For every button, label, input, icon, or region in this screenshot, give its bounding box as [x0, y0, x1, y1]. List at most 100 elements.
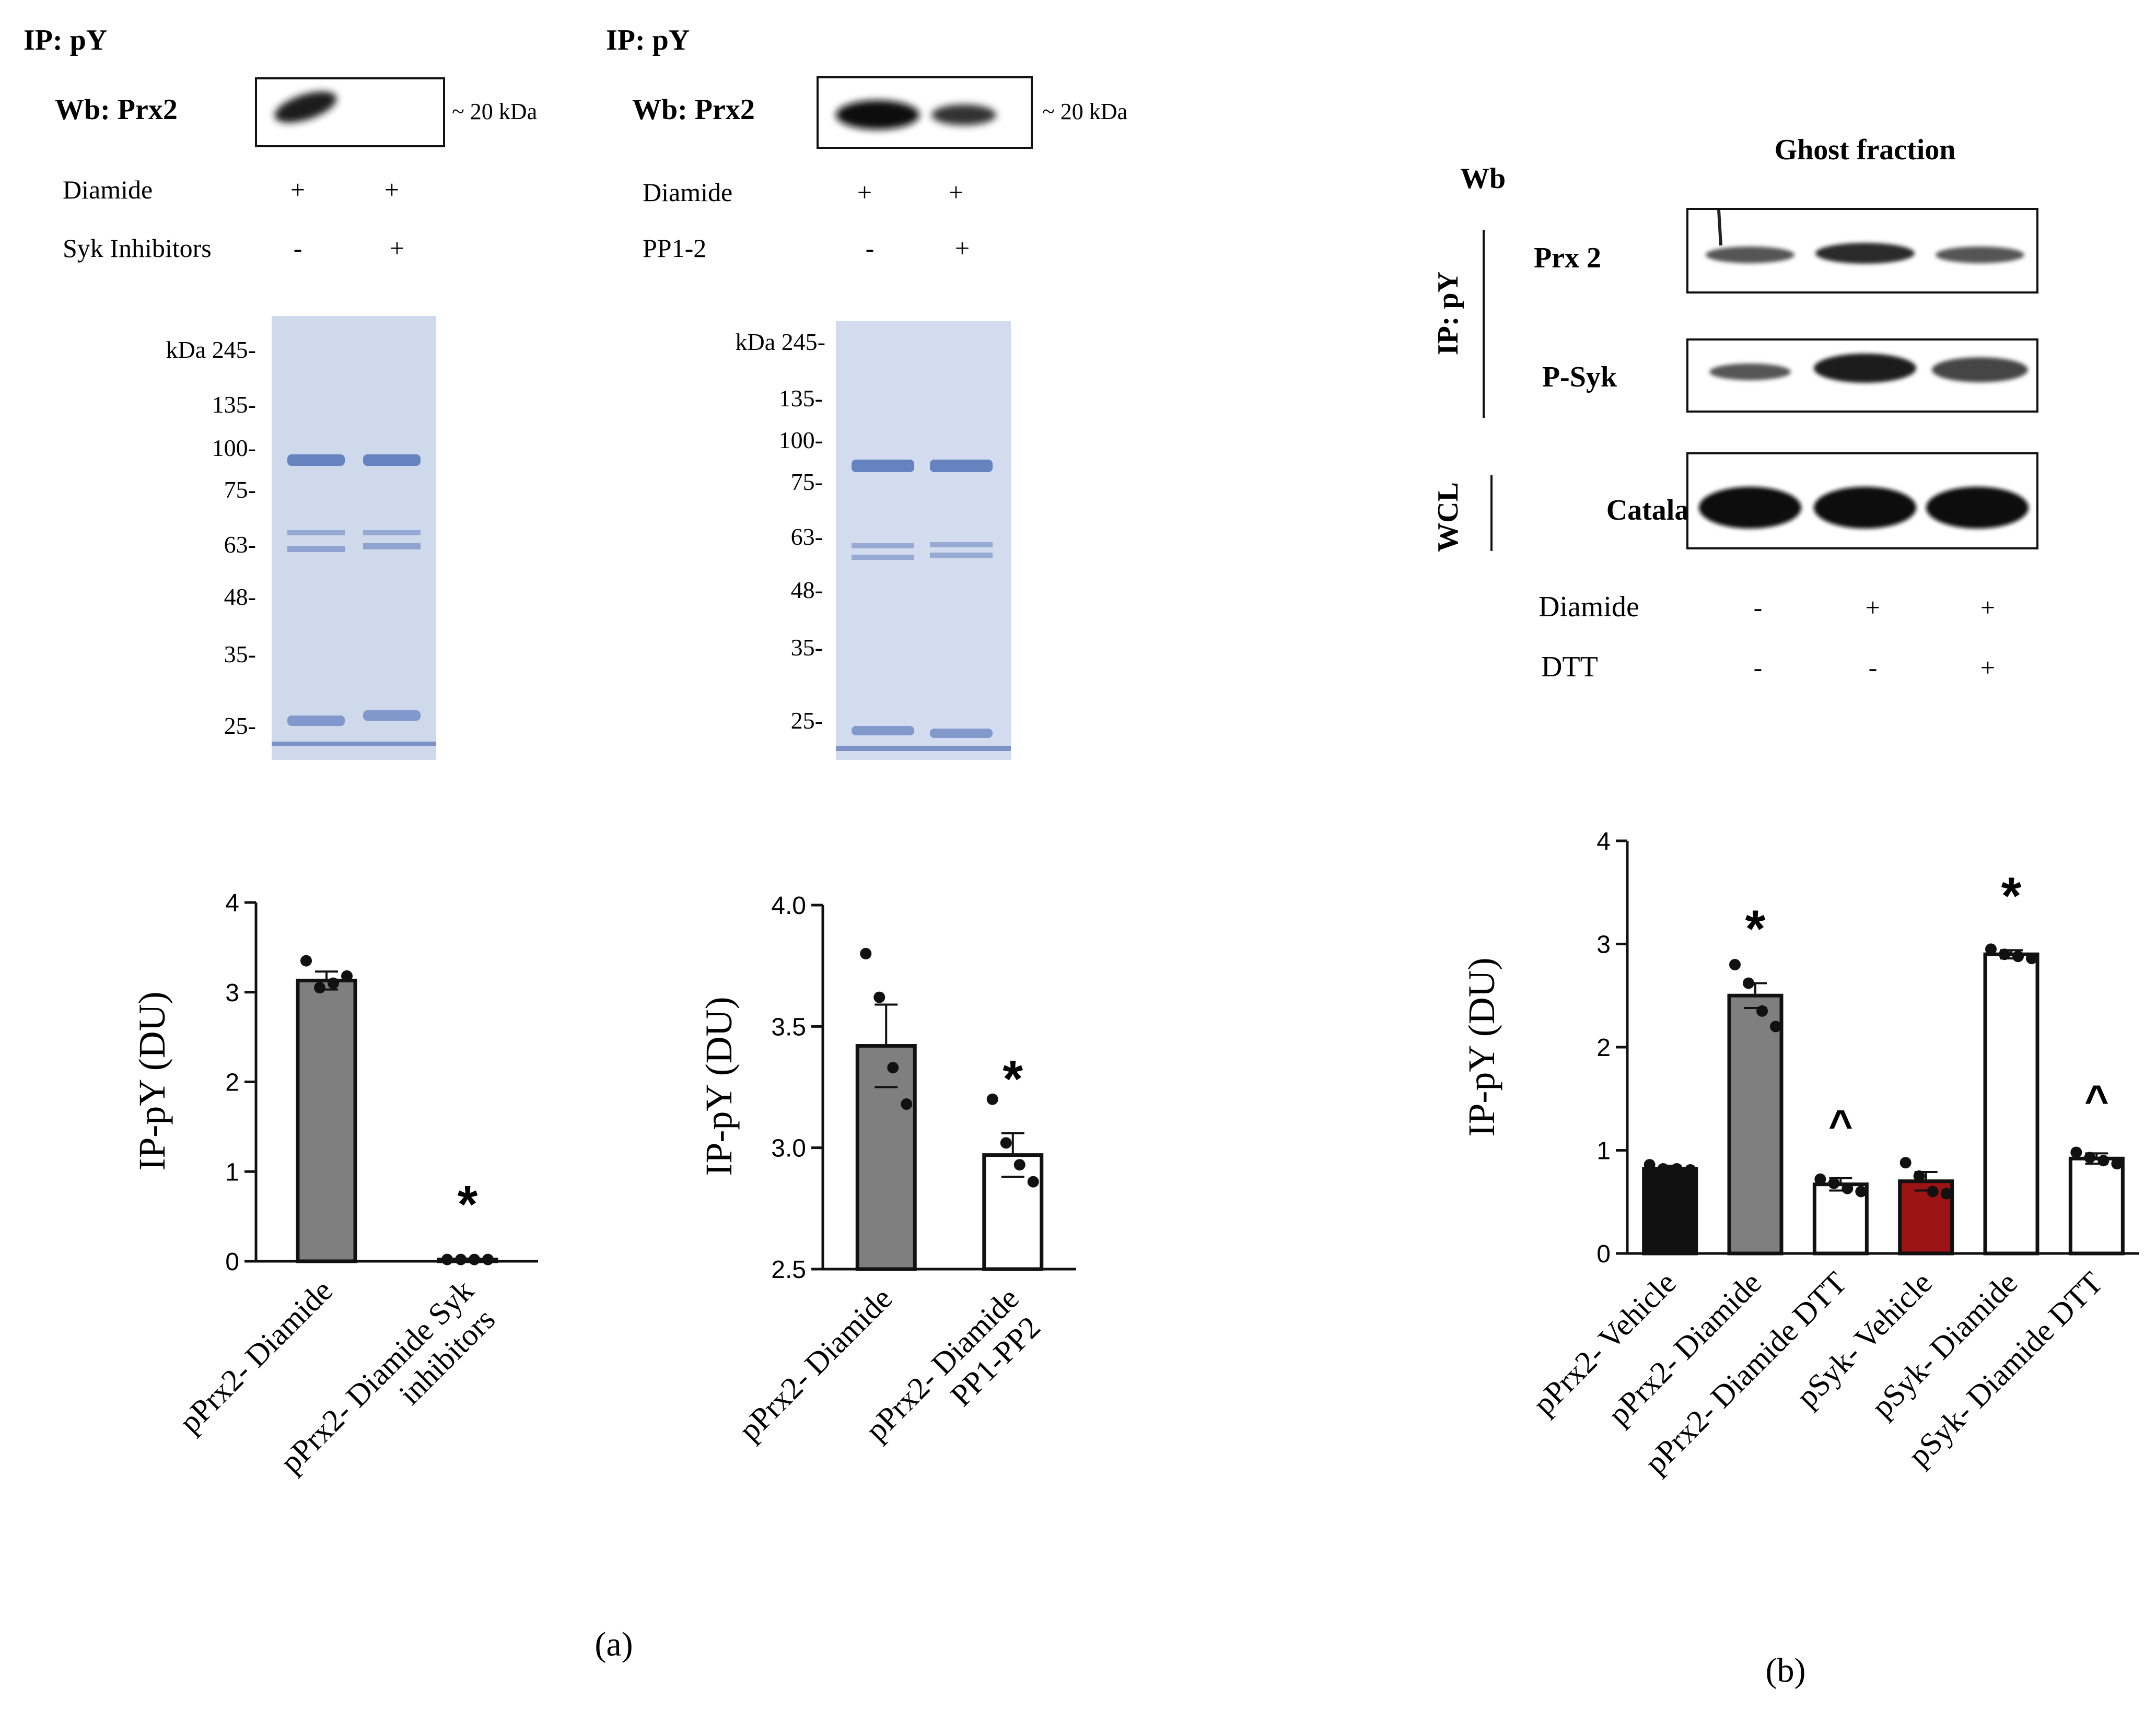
data-point	[1842, 1182, 1854, 1194]
gel2-band	[930, 553, 993, 558]
data-point	[2026, 953, 2037, 965]
data-point	[1671, 1163, 1683, 1175]
blot2-treat1-sign-2: +	[949, 178, 963, 207]
significance-marker: ^	[2084, 1076, 2109, 1123]
gel1-ladder-label: 48-	[224, 583, 256, 610]
gel2-dye-front	[836, 746, 1011, 751]
blotb-ghost-label: Ghost fraction	[1775, 134, 1956, 166]
data-point	[469, 1253, 480, 1265]
blotb-catalase-band	[1926, 487, 2029, 529]
blot1-mw-label: ~ 20 kDa	[452, 99, 537, 124]
gel1-ladder-label: 63-	[224, 531, 256, 558]
data-point	[1756, 1005, 1768, 1017]
gel2-ladder-label: 25-	[791, 707, 823, 734]
blot2-treat1-label: Diamide	[643, 178, 732, 207]
data-point	[901, 1098, 913, 1110]
y-tick-label: 1	[1596, 1138, 1611, 1165]
bar	[296, 978, 357, 1263]
gel1-band	[287, 454, 345, 466]
blotb-treat2-sign: -	[1754, 653, 1763, 682]
data-point	[1013, 1159, 1025, 1171]
y-tick-label: 4.0	[771, 892, 806, 920]
significance-marker: *	[1745, 900, 1766, 958]
blot2-treat2-label: PP1-2	[643, 233, 706, 263]
blotb-ip-label: IP: pY	[1432, 272, 1464, 355]
blotb-treat2-sign: +	[1980, 653, 1995, 682]
bar	[855, 1044, 917, 1271]
blotb-treat2-sign: -	[1869, 653, 1878, 682]
y-tick-label: 2.5	[771, 1256, 806, 1284]
panel-a-blot-2: IP: pY Wb: Prx2 ~ 20 kDa Diamide + + PP1…	[606, 24, 1127, 760]
data-point	[2097, 1155, 2110, 1167]
bar	[982, 1153, 1044, 1271]
data-point	[1814, 1173, 1826, 1185]
gel1-ladder-label: 75-	[224, 476, 256, 503]
gel2-ladder-label: 35-	[791, 634, 823, 661]
gel2-band	[852, 460, 914, 472]
data-point	[482, 1253, 494, 1265]
blot1-wb-label: Wb: Prx2	[55, 93, 178, 126]
data-point	[1985, 943, 1997, 955]
blotb-prx2-band	[1706, 247, 1794, 263]
y-tick-label: 3.0	[771, 1135, 806, 1163]
significance-marker: *	[458, 1175, 478, 1234]
gel1-band	[287, 716, 345, 726]
data-point	[860, 947, 872, 959]
y-tick-label: 0	[225, 1248, 239, 1276]
gel2-ladder-label: 135-	[779, 385, 823, 412]
gel1-band	[363, 543, 421, 549]
gel1-band	[287, 530, 345, 535]
x-tick-label: pSyk- Diamide	[1864, 1265, 2024, 1425]
blot1-treat1-sign-2: +	[384, 175, 399, 204]
y-tick-label: 0	[1596, 1240, 1611, 1268]
data-point	[1684, 1164, 1696, 1176]
gel1-dye-front	[272, 742, 436, 746]
gel2-ladder-label: 100-	[779, 427, 823, 453]
data-point	[2084, 1152, 2096, 1164]
gel2-band	[930, 729, 993, 738]
data-point	[887, 1062, 899, 1074]
blotb-treat1-sign: +	[1980, 593, 1995, 622]
blot1-treat2-sign-1: -	[294, 233, 302, 263]
data-point	[1657, 1163, 1669, 1175]
data-point	[328, 977, 339, 989]
data-point	[1927, 1186, 1939, 1198]
chart-a2: 2.53.03.54.0IP-pY (DU)pPrx2- Diamide*pPr…	[698, 892, 1076, 1447]
data-point	[1828, 1177, 1840, 1189]
blot2-gel	[836, 321, 1011, 760]
blot2-band-lane1	[836, 100, 919, 130]
blotb-catalase-band	[1814, 487, 1916, 529]
blot1-treat2-sign-2: +	[390, 233, 404, 263]
data-point	[1000, 1137, 1012, 1149]
gel2-band	[852, 726, 914, 735]
y-tick-label: 4	[1596, 828, 1611, 855]
gel1-ladder-label: kDa 245-	[166, 336, 256, 363]
blot1-treat2-label: Syk Inhibitors	[63, 233, 212, 263]
bar	[1727, 993, 1784, 1256]
gel2-band	[930, 460, 993, 472]
y-axis-label: IP-pY (DU)	[131, 991, 173, 1170]
gel2-ladder-label: 48-	[791, 577, 823, 603]
y-tick-label: 1	[225, 1158, 239, 1186]
blot2-treat2-sign-2: +	[955, 233, 970, 263]
data-point	[2070, 1146, 2082, 1158]
blotb-psyk-band	[1932, 357, 2028, 382]
gel1-ladder-label: 25-	[224, 712, 256, 739]
blotb-catalase-band	[1699, 487, 1801, 529]
gel2-band	[930, 542, 993, 547]
data-point	[1027, 1176, 1039, 1188]
significance-marker: *	[1003, 1050, 1023, 1108]
y-tick-label: 4	[225, 889, 239, 917]
blotb-treat1-sign: +	[1866, 593, 1880, 622]
data-point	[1999, 948, 2010, 960]
data-point	[314, 982, 325, 994]
data-point	[300, 955, 312, 967]
gel1-band	[363, 530, 421, 535]
blotb-prx2-band	[1936, 247, 2024, 263]
y-tick-label: 3	[1596, 931, 1611, 959]
caption-b: (b)	[1766, 1651, 1806, 1690]
data-point	[873, 991, 885, 1003]
data-point	[986, 1093, 998, 1105]
